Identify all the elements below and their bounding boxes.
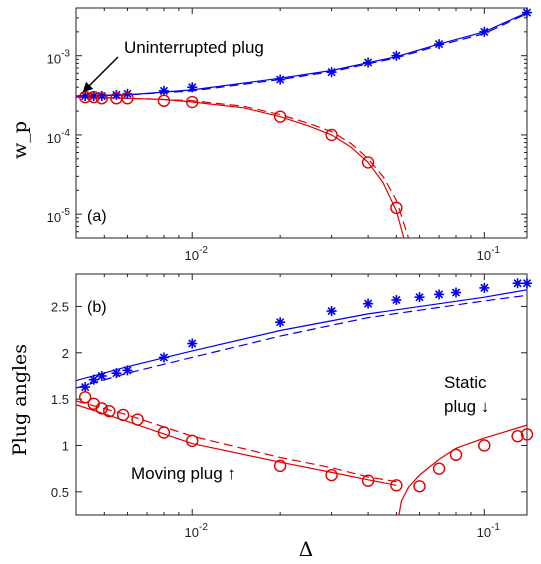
- star-marker: [479, 26, 490, 37]
- tick-label: 1: [62, 438, 69, 453]
- star-marker: [363, 57, 374, 68]
- star-marker: [80, 382, 91, 393]
- star-marker: [479, 282, 490, 293]
- annotation-arrow: [82, 56, 119, 93]
- star-marker: [111, 89, 122, 100]
- star-marker: [434, 39, 445, 50]
- star-marker: [96, 370, 107, 381]
- tick-label: 10-3: [47, 49, 71, 67]
- circle-marker: [95, 402, 108, 415]
- circle-marker: [478, 439, 491, 452]
- tick-label: 10-2: [185, 522, 209, 540]
- annotation-static: Static: [444, 373, 487, 392]
- star-marker: [391, 294, 402, 305]
- circle-marker: [511, 430, 524, 443]
- star-marker: [88, 374, 99, 385]
- circle-marker: [432, 462, 446, 475]
- star-marker: [111, 368, 122, 379]
- tick-label: 1.5: [51, 392, 69, 407]
- circle-marker: [157, 94, 171, 107]
- tick-label: 10-5: [47, 207, 71, 225]
- panel-a-tag: (a): [87, 208, 107, 225]
- dashed-curve: [76, 400, 397, 483]
- panel-b-ylabel: Plug angles: [9, 344, 31, 456]
- circle-marker: [95, 92, 108, 105]
- circle-marker: [186, 95, 199, 109]
- star-marker: [522, 278, 532, 289]
- annotation-static-plug: plug ↓: [444, 397, 489, 416]
- circle-marker: [449, 448, 463, 461]
- star-marker: [275, 74, 286, 85]
- star-marker: [326, 67, 337, 78]
- circle-marker: [116, 408, 130, 422]
- panel-a-ylabel: w_p: [9, 121, 31, 159]
- axes-frame: [75, 7, 528, 239]
- circle-marker: [520, 428, 534, 441]
- circle-marker: [87, 90, 100, 104]
- star-marker: [122, 365, 133, 376]
- star-marker: [158, 85, 169, 96]
- panel-b-tag: (b): [87, 299, 107, 316]
- star-marker: [522, 7, 532, 18]
- tick-label: 2: [62, 346, 69, 361]
- circle-marker: [186, 434, 199, 448]
- solid-curve: [76, 404, 397, 486]
- axes-frame: [75, 273, 528, 516]
- circle-marker: [131, 413, 144, 426]
- tick-label: 10-4: [47, 128, 71, 146]
- circle-marker: [361, 474, 375, 487]
- star-marker: [158, 352, 169, 363]
- star-marker: [391, 50, 402, 61]
- dashed-curve: [76, 96, 410, 238]
- tick-label: 10-1: [477, 245, 501, 263]
- solid-curve: [76, 289, 527, 382]
- star-marker: [414, 292, 425, 303]
- star-marker: [187, 82, 198, 93]
- star-marker: [434, 289, 445, 300]
- dashed-curve: [76, 294, 527, 389]
- circle-marker: [103, 404, 116, 418]
- circle-marker: [390, 201, 403, 215]
- solid-curve: [398, 424, 527, 515]
- tick-label: 0.5: [51, 485, 69, 500]
- star-marker: [326, 306, 337, 317]
- annotation-moving-plug: Moving plug ↑: [131, 464, 236, 483]
- circle-marker: [325, 128, 338, 142]
- circle-marker: [325, 468, 338, 482]
- star-marker: [451, 287, 462, 298]
- circle-marker: [361, 156, 375, 169]
- circle-marker: [273, 459, 287, 473]
- star-marker: [363, 298, 374, 309]
- panel-b: 10-2 10-1 0.5 1 1.5 2 2.5: [51, 273, 534, 540]
- tick-label: 10-1: [477, 522, 501, 540]
- circle-marker: [273, 110, 287, 123]
- solid-curve: [76, 96, 405, 238]
- panel-a: 10-2 10-1 10-5 10-4 10-3: [47, 7, 532, 263]
- tick-label: 10-2: [185, 245, 209, 263]
- tick-label: 2.5: [51, 299, 69, 314]
- star-marker: [187, 338, 198, 349]
- star-marker: [275, 317, 286, 328]
- circle-marker: [390, 479, 403, 492]
- circle-marker: [87, 397, 100, 410]
- circle-marker: [413, 480, 426, 493]
- circle-marker: [121, 92, 134, 105]
- annotation-uninterrupted-plug: Uninterrupted plug: [124, 38, 264, 57]
- star-marker: [512, 278, 523, 289]
- circle-marker: [78, 391, 92, 404]
- panel-b-xlabel: Δ: [299, 537, 313, 561]
- circle-marker: [157, 426, 171, 439]
